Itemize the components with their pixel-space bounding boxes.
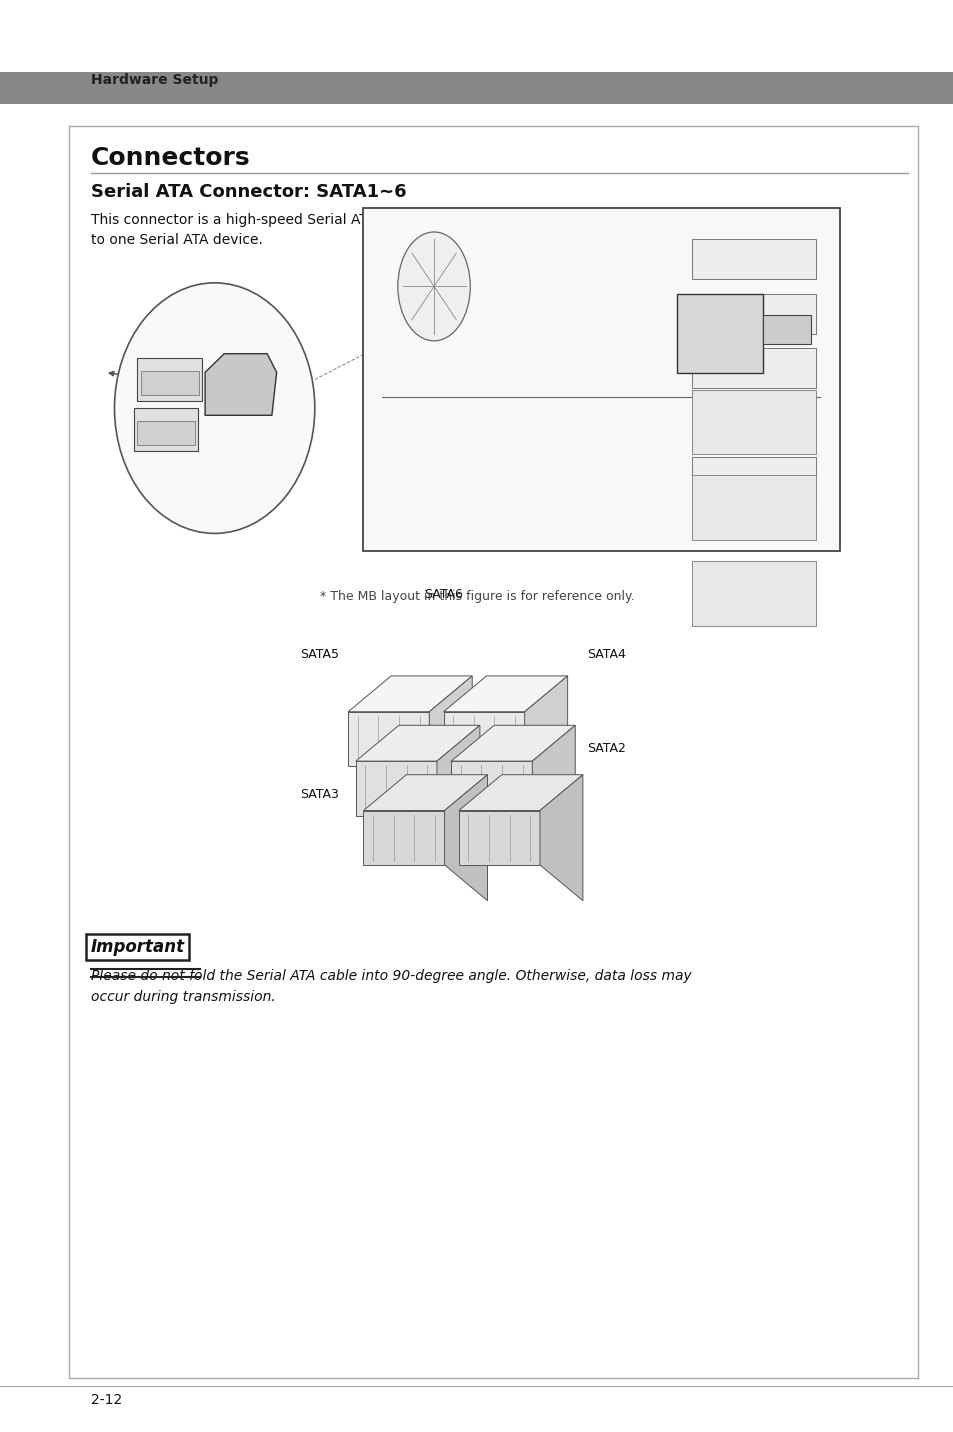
- Bar: [691, 457, 815, 497]
- Text: * The MB layout in this figure is for reference only.: * The MB layout in this figure is for re…: [319, 590, 634, 603]
- Polygon shape: [429, 676, 472, 802]
- Polygon shape: [443, 712, 524, 766]
- Polygon shape: [443, 676, 567, 712]
- Bar: [691, 294, 815, 334]
- Bar: [0, 72, 953, 103]
- Text: SATA4: SATA4: [586, 647, 625, 662]
- Polygon shape: [355, 725, 479, 762]
- Polygon shape: [539, 775, 582, 901]
- Bar: [677, 294, 762, 372]
- Bar: [691, 390, 815, 454]
- Text: Hardware Setup: Hardware Setup: [91, 73, 218, 87]
- Polygon shape: [524, 676, 567, 802]
- Polygon shape: [355, 762, 436, 815]
- Text: SATA1: SATA1: [453, 845, 491, 858]
- Polygon shape: [348, 676, 472, 712]
- Circle shape: [397, 232, 470, 341]
- Bar: [691, 239, 815, 279]
- Bar: [140, 371, 199, 395]
- Text: SATA3: SATA3: [299, 788, 338, 802]
- Polygon shape: [205, 354, 276, 415]
- Polygon shape: [444, 775, 487, 901]
- Polygon shape: [458, 811, 539, 865]
- Ellipse shape: [114, 282, 314, 533]
- Polygon shape: [451, 762, 532, 815]
- Text: SATA6: SATA6: [424, 589, 462, 601]
- Bar: [136, 421, 195, 445]
- Polygon shape: [451, 725, 575, 762]
- Bar: [691, 348, 815, 388]
- Polygon shape: [436, 725, 479, 851]
- Text: Connectors: Connectors: [91, 146, 250, 170]
- Bar: [133, 408, 198, 451]
- Polygon shape: [363, 811, 444, 865]
- Text: SATA5: SATA5: [299, 647, 338, 662]
- Polygon shape: [532, 725, 575, 851]
- Bar: [691, 402, 815, 442]
- Bar: [691, 475, 815, 540]
- Text: 2-12: 2-12: [91, 1393, 122, 1408]
- Text: Serial ATA Connector: SATA1~6: Serial ATA Connector: SATA1~6: [91, 183, 406, 202]
- Text: Please do not fold the Serial ATA cable into 90-degree angle. Otherwise, data lo: Please do not fold the Serial ATA cable …: [91, 969, 691, 1004]
- Polygon shape: [363, 775, 487, 811]
- Text: This connector is a high-speed Serial ATA interface port. Each connector can con: This connector is a high-speed Serial AT…: [91, 213, 680, 246]
- Bar: [362, 208, 839, 551]
- Text: SATA2: SATA2: [586, 742, 625, 756]
- Polygon shape: [458, 775, 582, 811]
- Polygon shape: [762, 315, 810, 344]
- Text: Important: Important: [91, 938, 185, 957]
- Bar: [137, 358, 202, 401]
- Polygon shape: [348, 712, 429, 766]
- Bar: [691, 561, 815, 626]
